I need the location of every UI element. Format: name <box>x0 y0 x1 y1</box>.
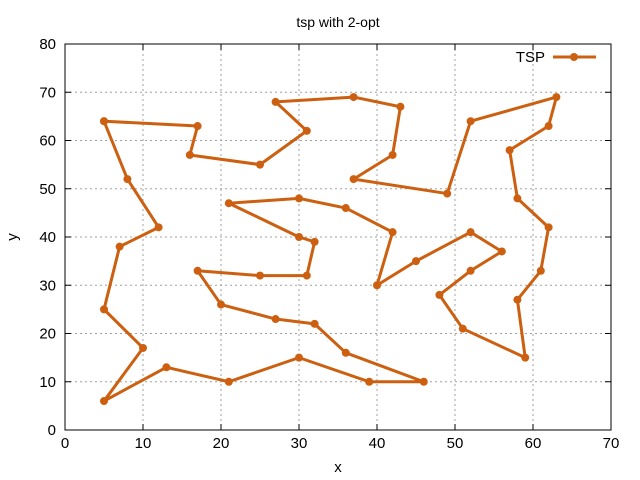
x-axis-label: x <box>334 459 342 476</box>
y-tick-label: 50 <box>39 181 56 198</box>
city-point <box>466 117 475 126</box>
city-point <box>224 377 233 386</box>
y-tick-label: 30 <box>39 277 56 294</box>
city-point <box>388 150 397 159</box>
city-point <box>544 223 553 232</box>
city-point <box>302 271 311 280</box>
city-point <box>193 266 202 275</box>
city-point <box>466 266 475 275</box>
series-layer <box>100 93 561 406</box>
chart-title: tsp with 2-opt <box>296 14 379 30</box>
city-point <box>466 228 475 237</box>
city-point <box>349 175 358 184</box>
city-point <box>123 175 132 184</box>
city-point <box>505 146 514 155</box>
city-point <box>193 122 202 131</box>
x-tick-label: 20 <box>213 435 230 452</box>
y-tick-label: 20 <box>39 326 56 343</box>
city-point <box>162 363 171 372</box>
city-point <box>224 199 233 208</box>
city-point <box>412 257 420 266</box>
legend: TSP <box>516 49 596 66</box>
city-point <box>295 194 303 203</box>
x-tick-label: 30 <box>291 435 308 452</box>
x-tick-label: 0 <box>61 435 69 452</box>
city-point <box>458 324 467 333</box>
city-point <box>271 315 280 324</box>
city-point <box>310 237 319 246</box>
city-point <box>217 300 225 309</box>
city-point <box>419 377 428 386</box>
city-point <box>536 266 545 275</box>
y-tick-label: 80 <box>39 36 56 53</box>
city-point <box>310 319 319 328</box>
city-point <box>544 122 553 131</box>
city-point <box>139 343 147 352</box>
city-point <box>365 377 374 386</box>
city-point <box>497 247 506 256</box>
city-point <box>256 271 264 280</box>
city-point <box>100 117 108 126</box>
x-tick-label: 50 <box>447 435 464 452</box>
y-tick-label: 70 <box>39 84 56 101</box>
tsp-route-line <box>102 95 558 403</box>
city-point <box>443 189 452 198</box>
city-point <box>302 126 311 135</box>
city-point <box>435 290 444 299</box>
city-point <box>349 93 358 102</box>
y-tick-label: 40 <box>39 229 56 246</box>
city-point <box>513 295 522 304</box>
y-axis-label: y <box>4 233 21 241</box>
x-tick-label: 10 <box>135 435 152 452</box>
city-point <box>256 160 264 169</box>
y-tick-label: 10 <box>39 374 56 391</box>
city-point <box>295 233 303 241</box>
x-tick-label: 60 <box>525 435 542 452</box>
axis-ticks: 0 10 20 30 40 50 60 70 0 10 20 30 40 50 60 70 80 <box>39 36 619 452</box>
y-tick-label: 60 <box>39 133 56 150</box>
legend-marker <box>570 53 578 61</box>
x-tick-label: 40 <box>369 435 386 452</box>
city-point <box>396 102 405 111</box>
city-point <box>154 223 163 232</box>
city-point <box>100 397 108 406</box>
city-point <box>295 353 303 362</box>
y-tick-label: 0 <box>48 422 56 439</box>
city-point <box>513 194 522 203</box>
city-point <box>341 348 350 357</box>
city-point <box>115 242 124 251</box>
city-point <box>552 93 561 102</box>
legend-label: TSP <box>516 49 545 66</box>
city-point <box>271 97 280 106</box>
city-point <box>388 228 397 237</box>
city-point <box>521 353 530 362</box>
city-point <box>373 281 381 290</box>
x-tick-label: 70 <box>603 435 620 452</box>
city-point <box>185 150 194 159</box>
city-point <box>341 204 350 213</box>
city-point <box>100 305 108 314</box>
